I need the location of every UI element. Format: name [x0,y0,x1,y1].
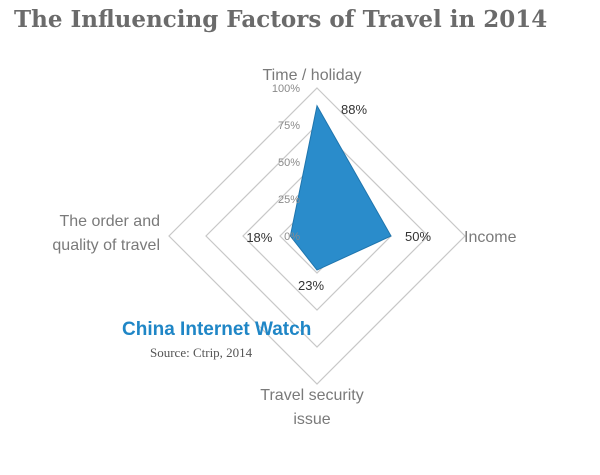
series-area [289,104,392,271]
data-labels: 88% 50% 23% 18% [246,102,431,293]
source-text: Source: Ctrip, 2014 [150,345,253,360]
data-label-travel-security-issue: 23% [298,278,324,293]
tick-label-50: 50% [278,157,300,169]
axis-label-travel-security-issue: Travel security issue [260,387,363,428]
radar-series [289,104,392,271]
data-label-income: 50% [405,229,431,244]
tick-label-0: 0% [284,231,300,243]
tick-label-75: 75% [278,120,300,132]
tick-label-25: 25% [278,194,300,206]
radial-tick-labels: 0% 25% 50% 75% 100% [272,83,300,243]
data-label-the-order-and-quality-of-travel: 18% [246,230,272,245]
axis-labels: Time / holiday Income Travel security issue… [52,67,516,428]
axis-label-income: Income [464,229,517,246]
axis-label-the-order-and-quality-of-travel: The order and quality of travel [52,213,160,254]
watermark-text: China Internet Watch [122,319,311,340]
grid-ring-75 [205,124,429,348]
axis-label-time-holiday: Time / holiday [263,67,362,84]
chart-title: The Influencing Factors of Travel in 201… [14,6,548,33]
grid-ring-100 [168,87,466,385]
data-label-time-holiday: 88% [341,102,367,117]
tick-label-100: 100% [272,83,300,95]
